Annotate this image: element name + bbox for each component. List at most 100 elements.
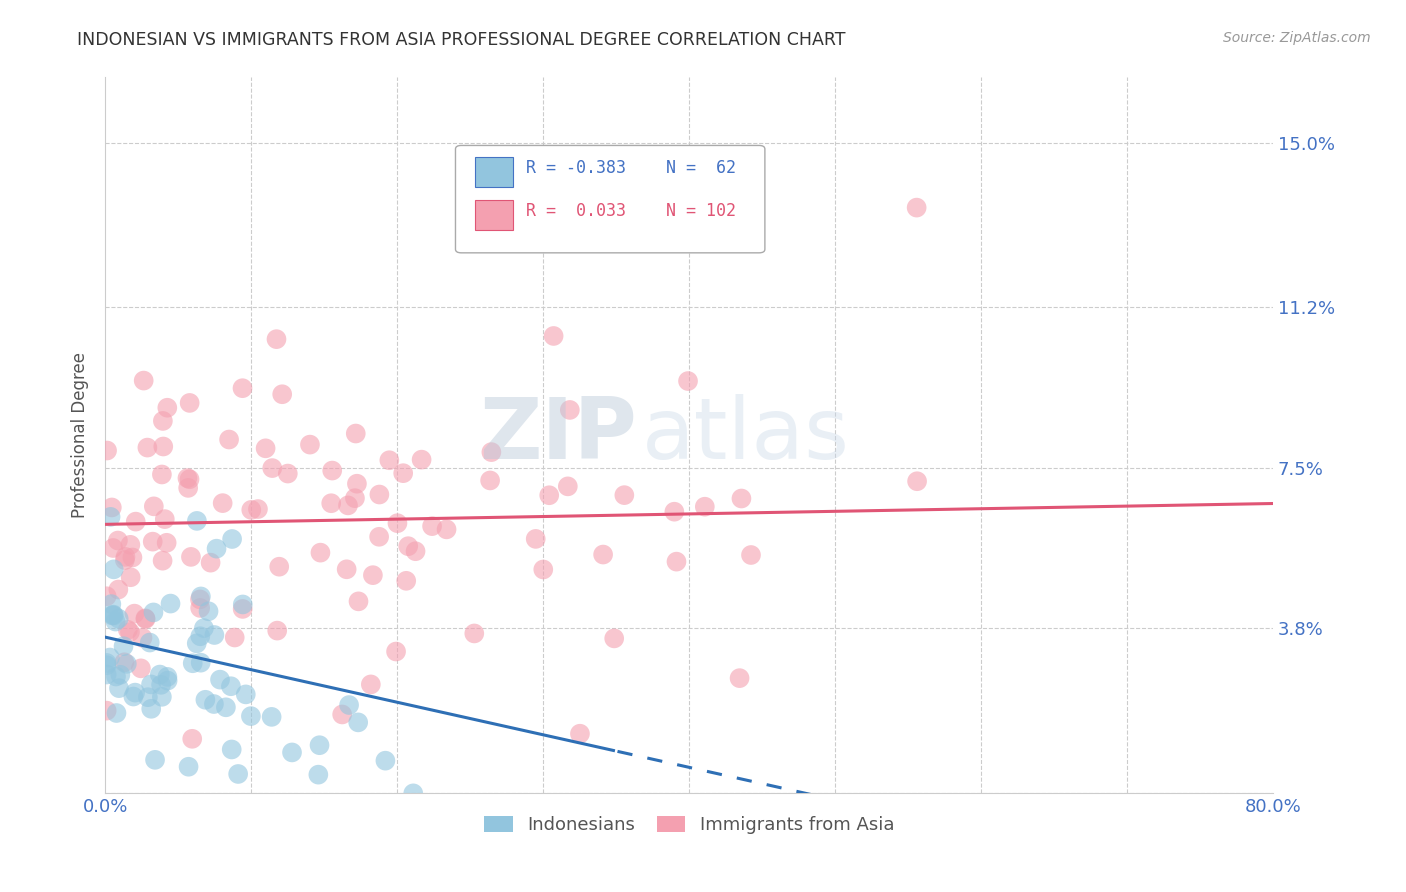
Point [693, 500, 716, 514]
Point [531, 562, 554, 576]
Point [188, 592, 211, 607]
Point [343, 491, 366, 505]
Point [226, 767, 249, 781]
Point [411, 452, 433, 467]
Point [186, 636, 208, 650]
Point [728, 671, 751, 685]
Point [269, 559, 291, 574]
Point [395, 574, 418, 588]
Point [232, 598, 254, 612]
Point [96, 656, 118, 670]
Point [134, 611, 156, 625]
Point [905, 474, 928, 488]
Point [436, 522, 458, 536]
Point [396, 539, 419, 553]
Point [905, 201, 928, 215]
Point [142, 500, 165, 514]
Point [180, 549, 202, 564]
Point [96, 658, 118, 673]
Point [153, 512, 176, 526]
Point [125, 515, 148, 529]
Point [613, 488, 636, 502]
Point [142, 534, 165, 549]
Text: R = -0.383    N =  62: R = -0.383 N = 62 [526, 160, 735, 178]
Point [308, 738, 330, 752]
Point [211, 496, 233, 510]
Point [385, 644, 408, 658]
Point [100, 597, 122, 611]
Point [150, 467, 173, 482]
Text: ZIP: ZIP [478, 394, 637, 477]
Point [176, 471, 198, 485]
Point [344, 426, 367, 441]
Point [122, 690, 145, 704]
Point [143, 753, 166, 767]
Point [235, 687, 257, 701]
Point [98, 650, 121, 665]
Point [281, 746, 304, 760]
Point [557, 479, 579, 493]
Point [246, 502, 269, 516]
Point [120, 570, 142, 584]
Point [139, 635, 162, 649]
Point [96, 589, 118, 603]
Point [114, 553, 136, 567]
Point [100, 509, 122, 524]
Point [337, 499, 360, 513]
Point [156, 673, 179, 688]
Point [347, 715, 370, 730]
Point [177, 760, 200, 774]
Point [664, 505, 686, 519]
Point [110, 667, 132, 681]
Point [524, 532, 547, 546]
Point [149, 667, 172, 681]
Point [159, 597, 181, 611]
Point [114, 549, 136, 564]
Point [239, 709, 262, 723]
Point [202, 628, 225, 642]
Point [224, 631, 246, 645]
Point [112, 639, 135, 653]
Point [392, 466, 415, 480]
Point [321, 464, 343, 478]
Point [96, 667, 118, 681]
Point [603, 632, 626, 646]
Point [120, 538, 142, 552]
Point [136, 690, 159, 705]
Point [112, 655, 135, 669]
Point [420, 519, 443, 533]
Point [139, 677, 162, 691]
Point [101, 500, 124, 515]
Point [277, 467, 299, 481]
Point [330, 707, 353, 722]
Point [543, 329, 565, 343]
Point [188, 629, 211, 643]
Point [271, 387, 294, 401]
Point [103, 607, 125, 622]
FancyBboxPatch shape [475, 200, 513, 230]
Point [141, 702, 163, 716]
Point [142, 606, 165, 620]
Point [96, 704, 118, 718]
Point [118, 625, 141, 640]
Point [676, 374, 699, 388]
Point [218, 433, 240, 447]
Point [105, 706, 128, 720]
Point [266, 624, 288, 638]
Point [177, 481, 200, 495]
Text: Source: ZipAtlas.com: Source: ZipAtlas.com [1223, 31, 1371, 45]
Point [208, 673, 231, 687]
Point [479, 474, 502, 488]
Point [374, 754, 396, 768]
Point [156, 536, 179, 550]
Point [179, 396, 201, 410]
Point [129, 661, 152, 675]
Point [131, 631, 153, 645]
Point [194, 692, 217, 706]
Point [368, 530, 391, 544]
Point [107, 612, 129, 626]
Point [337, 698, 360, 712]
Point [309, 546, 332, 560]
Point [105, 669, 128, 683]
Point [215, 700, 238, 714]
